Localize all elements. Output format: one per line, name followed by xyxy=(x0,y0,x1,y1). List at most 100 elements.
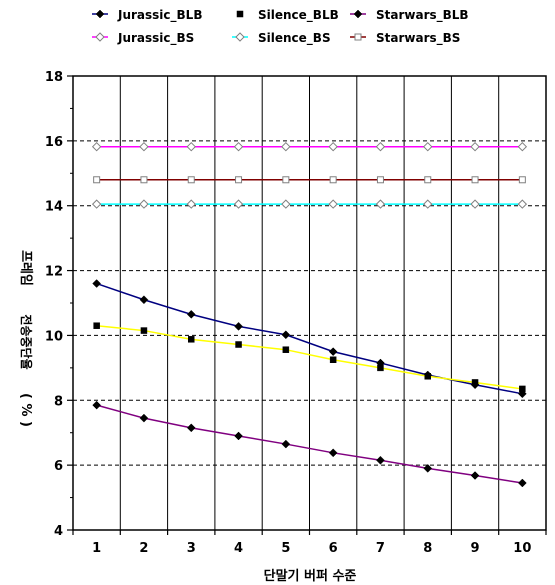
data-point xyxy=(424,373,431,380)
y-axis-title-unit: ( % ) xyxy=(18,393,33,427)
legend-label: Starwars_BS xyxy=(376,31,460,46)
data-point xyxy=(234,431,243,441)
data-point xyxy=(282,176,290,184)
data-point xyxy=(235,176,243,184)
x-tick-label: 8 xyxy=(423,541,432,556)
data-point xyxy=(281,199,291,209)
y-tick-label: 10 xyxy=(45,329,63,344)
data-point xyxy=(139,141,149,152)
data-point xyxy=(281,439,291,449)
data-point xyxy=(93,322,100,329)
legend-item: Starwars_BLB xyxy=(350,8,469,23)
data-point xyxy=(423,141,433,152)
legend-label: Silence_BLB xyxy=(258,8,339,23)
data-point xyxy=(92,400,102,410)
data-point xyxy=(328,141,338,152)
data-point xyxy=(470,199,480,209)
legend-marker xyxy=(235,32,245,42)
data-point xyxy=(139,295,149,305)
series-line xyxy=(96,324,523,390)
y-tick-label: 8 xyxy=(54,394,63,409)
y-tick-label: 18 xyxy=(45,70,63,85)
x-tick-label: 5 xyxy=(281,541,290,556)
legend-label: Jurassic_BLB xyxy=(117,8,202,23)
data-point xyxy=(233,199,244,209)
legend-marker xyxy=(95,32,105,42)
y-tick-label: 12 xyxy=(45,265,63,280)
data-point xyxy=(517,478,527,488)
legend-item: Jurassic_BS xyxy=(92,31,194,46)
legend-marker xyxy=(353,9,363,19)
data-point xyxy=(235,341,242,348)
y-axis-title-sub: 전송중단율 xyxy=(19,314,34,369)
data-point xyxy=(517,199,528,209)
data-point xyxy=(328,347,338,356)
y-tick-label: 14 xyxy=(45,200,63,215)
data-point xyxy=(375,141,386,152)
data-point xyxy=(376,455,385,465)
data-point xyxy=(329,356,337,363)
data-point xyxy=(187,176,195,184)
data-point xyxy=(423,199,433,209)
series-Starwars_BLB xyxy=(92,400,527,488)
series-Jurassic_BS xyxy=(91,141,528,152)
data-point xyxy=(328,448,338,458)
y-tick-label: 6 xyxy=(54,459,63,474)
y-tick-label: 16 xyxy=(45,135,63,150)
legend: Jurassic_BLB Silence_BLB Starwars_BLB Juras… xyxy=(92,8,469,46)
data-point xyxy=(139,413,149,423)
x-tick-label: 9 xyxy=(471,541,480,556)
data-point xyxy=(376,176,384,184)
legend-marker xyxy=(354,33,362,41)
data-point xyxy=(140,176,148,184)
data-point xyxy=(188,336,195,343)
data-point xyxy=(140,327,148,334)
data-point xyxy=(328,199,338,209)
data-point xyxy=(186,141,196,152)
legend-item: Silence_BS xyxy=(232,31,331,46)
x-tick-label: 2 xyxy=(139,541,148,556)
data-point xyxy=(470,141,480,152)
data-point xyxy=(91,199,102,209)
data-point xyxy=(233,141,244,152)
legend-label: Silence_BS xyxy=(258,31,331,46)
y-tick-label: 4 xyxy=(54,524,63,539)
x-axis-title: 단말기 버퍼 수준 xyxy=(264,568,357,584)
data-point xyxy=(186,199,196,209)
legend-label: Jurassic_BS xyxy=(117,31,194,46)
x-tick-label: 1 xyxy=(92,541,101,556)
data-point xyxy=(424,176,432,184)
series-Silence_BS xyxy=(91,199,528,209)
data-point xyxy=(377,364,384,372)
series-line xyxy=(96,404,523,484)
data-point xyxy=(281,330,291,340)
data-point xyxy=(518,176,526,184)
data-point xyxy=(423,464,433,473)
data-point xyxy=(470,471,480,480)
x-tick-label: 10 xyxy=(513,541,531,556)
data-point xyxy=(329,176,337,184)
x-tick-label: 6 xyxy=(329,541,338,556)
y-axis-title-main: 프레임 xyxy=(18,250,33,286)
x-tick-label: 7 xyxy=(376,541,385,556)
data-point xyxy=(519,385,526,393)
legend-item: Jurassic_BLB xyxy=(92,8,202,23)
series-Silence_BLB xyxy=(93,322,526,393)
data-point xyxy=(92,279,102,288)
data-point xyxy=(281,141,291,152)
data-point xyxy=(186,423,196,433)
data-point xyxy=(186,309,196,319)
data-point xyxy=(139,199,149,209)
data-point xyxy=(282,346,290,353)
data-point xyxy=(471,379,479,386)
data-point xyxy=(234,321,243,331)
data-point xyxy=(93,176,101,184)
legend-item: Silence_BLB xyxy=(232,8,339,23)
legend-item: Starwars_BS xyxy=(350,31,460,46)
data-point xyxy=(91,141,102,152)
data-point xyxy=(517,141,528,152)
series-Starwars_BS xyxy=(93,176,526,184)
legend-marker xyxy=(236,10,244,18)
